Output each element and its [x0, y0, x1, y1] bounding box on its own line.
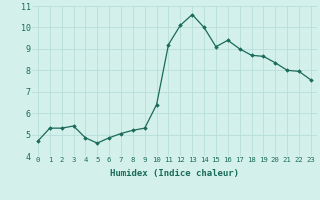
X-axis label: Humidex (Indice chaleur): Humidex (Indice chaleur): [110, 169, 239, 178]
